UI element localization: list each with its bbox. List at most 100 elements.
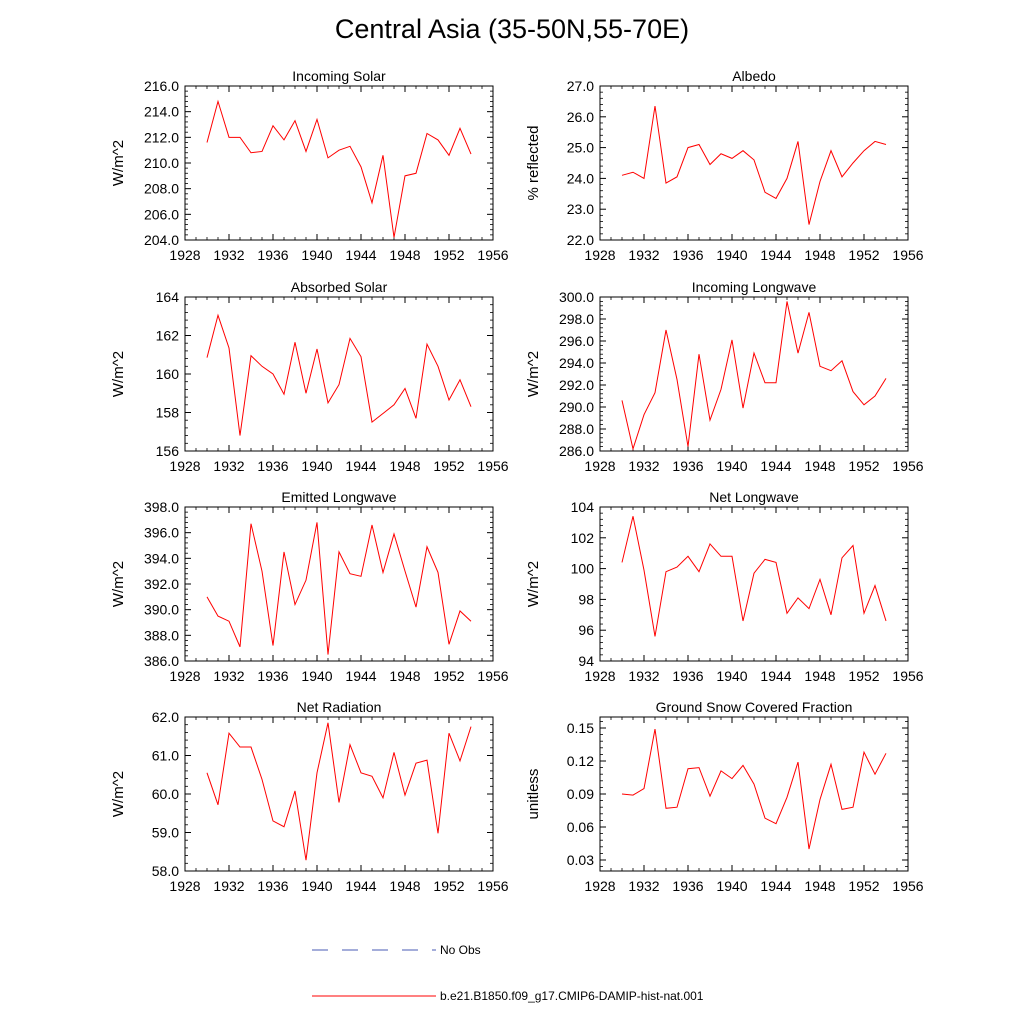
incoming-solar-title: Incoming Solar <box>292 68 386 84</box>
ground-snow-covered-fraction-ylabel: unitless <box>525 769 542 820</box>
emitted-longwave-xtick-label: 1940 <box>301 668 332 684</box>
emitted-longwave-ytick-label: 394.0 <box>144 550 179 566</box>
albedo-xtick-label: 1928 <box>584 247 615 263</box>
absorbed-solar-ytick-label: 156 <box>156 443 180 459</box>
net-longwave-xtick-label: 1952 <box>848 668 879 684</box>
albedo-ytick-label: 23.0 <box>567 201 594 217</box>
incoming-longwave-ytick-label: 294.0 <box>559 355 594 371</box>
incoming-solar-ytick-label: 214.0 <box>144 104 179 120</box>
panel-incoming-longwave: Incoming Longwave W/m^2 1928 1932 1936 1940 19… <box>525 279 924 474</box>
absorbed-solar-frame <box>184 296 494 452</box>
emitted-longwave-frame <box>184 506 494 662</box>
ground-snow-covered-fraction-ytick-label: 0.03 <box>567 852 594 868</box>
legend: No Obs b.e21.B1850.f09_g17.CMIP6-DAMIP-h… <box>312 943 704 1003</box>
absorbed-solar-title: Absorbed Solar <box>291 279 388 295</box>
net-radiation-xtick-label: 1936 <box>257 878 288 894</box>
net-radiation-xtick-label: 1940 <box>301 878 332 894</box>
albedo-xtick-label: 1936 <box>672 247 703 263</box>
net-radiation-xtick-label: 1952 <box>433 878 464 894</box>
panel-absorbed-solar: Absorbed Solar W/m^2 1928 1932 1936 1940 1944 1… <box>110 279 509 474</box>
ground-snow-covered-fraction-xtick-label: 1940 <box>716 878 747 894</box>
emitted-longwave-xtick-label: 1932 <box>213 668 244 684</box>
absorbed-solar-ytick-label: 160 <box>156 366 180 382</box>
incoming-longwave-xtick-label: 1944 <box>760 458 791 474</box>
emitted-longwave-ytick-label: 388.0 <box>144 627 179 643</box>
net-longwave-xtick-label: 1932 <box>628 668 659 684</box>
net-radiation-xtick-label: 1932 <box>213 878 244 894</box>
albedo-ytick-label: 27.0 <box>567 78 594 94</box>
emitted-longwave-ytick-label: 398.0 <box>144 499 179 515</box>
incoming-longwave-xtick-label: 1948 <box>804 458 835 474</box>
incoming-solar-ytick-label: 210.0 <box>144 155 179 171</box>
albedo-title: Albedo <box>732 68 776 84</box>
incoming-solar-xtick-label: 1936 <box>257 247 288 263</box>
ground-snow-covered-fraction-xtick-label: 1956 <box>892 878 923 894</box>
net-longwave-xtick-label: 1948 <box>804 668 835 684</box>
net-longwave-ytick-label: 100 <box>571 561 595 577</box>
albedo-ytick-label: 24.0 <box>567 170 594 186</box>
emitted-longwave-ytick-label: 392.0 <box>144 576 179 592</box>
albedo-ytick-label: 22.0 <box>567 232 594 248</box>
ground-snow-covered-fraction-xtick-label: 1944 <box>760 878 791 894</box>
emitted-longwave-ytick-label: 390.0 <box>144 602 179 618</box>
ground-snow-covered-fraction-ytick-label: 0.15 <box>567 720 594 736</box>
emitted-longwave-xtick-label: 1936 <box>257 668 288 684</box>
incoming-longwave-xtick-label: 1956 <box>892 458 923 474</box>
incoming-solar-ytick-label: 208.0 <box>144 181 179 197</box>
albedo-xtick-label: 1944 <box>760 247 791 263</box>
panel-albedo: Albedo % reflected 1928 1932 1936 1940 1944 194… <box>525 68 924 263</box>
emitted-longwave-title: Emitted Longwave <box>281 489 396 505</box>
ground-snow-covered-fraction-xtick-label: 1952 <box>848 878 879 894</box>
incoming-longwave-frame <box>599 296 909 452</box>
incoming-solar-xtick-label: 1940 <box>301 247 332 263</box>
ground-snow-covered-fraction-xtick-label: 1936 <box>672 878 703 894</box>
emitted-longwave-xtick-label: 1952 <box>433 668 464 684</box>
net-radiation-xtick-label: 1928 <box>169 878 200 894</box>
net-longwave-xtick-label: 1940 <box>716 668 747 684</box>
incoming-solar-ylabel: W/m^2 <box>110 140 127 186</box>
emitted-longwave-xtick-label: 1956 <box>477 668 508 684</box>
albedo-xtick-label: 1952 <box>848 247 879 263</box>
ground-snow-covered-fraction-series-line-0 <box>621 729 887 850</box>
absorbed-solar-ytick-label: 164 <box>156 289 180 305</box>
emitted-longwave-series-line-0 <box>206 522 472 655</box>
panel-net-radiation: Net Radiation W/m^2 1928 1932 1936 1940 1944 19… <box>110 699 509 894</box>
net-radiation-ytick-label: 60.0 <box>152 786 179 802</box>
emitted-longwave-ytick-label: 396.0 <box>144 525 179 541</box>
incoming-longwave-xtick-label: 1940 <box>716 458 747 474</box>
absorbed-solar-series-line-0 <box>206 313 472 436</box>
incoming-solar-ytick-label: 204.0 <box>144 232 179 248</box>
ground-snow-covered-fraction-ytick-label: 0.09 <box>567 786 594 802</box>
panel-emitted-longwave: Emitted Longwave W/m^2 1928 1932 1936 1940 194… <box>110 489 509 684</box>
panels-container: Incoming Solar W/m^2 1928 1932 1936 1940 1944 1… <box>110 68 924 894</box>
net-longwave-xtick-label: 1928 <box>584 668 615 684</box>
incoming-solar-xtick-label: 1948 <box>389 247 420 263</box>
incoming-longwave-ylabel: W/m^2 <box>525 351 542 397</box>
incoming-longwave-title: Incoming Longwave <box>692 279 817 295</box>
legend-label-model: b.e21.B1850.f09_g17.CMIP6-DAMIP-hist-nat… <box>440 989 704 1003</box>
net-radiation-xtick-label: 1948 <box>389 878 420 894</box>
incoming-longwave-ytick-label: 292.0 <box>559 377 594 393</box>
incoming-solar-ytick-label: 216.0 <box>144 78 179 94</box>
emitted-longwave-xtick-label: 1948 <box>389 668 420 684</box>
incoming-solar-ytick-label: 206.0 <box>144 206 179 222</box>
ground-snow-covered-fraction-title: Ground Snow Covered Fraction <box>656 699 853 715</box>
net-longwave-ytick-label: 104 <box>571 499 595 515</box>
net-longwave-xtick-label: 1936 <box>672 668 703 684</box>
net-radiation-frame <box>184 716 494 872</box>
net-longwave-xtick-label: 1944 <box>760 668 791 684</box>
absorbed-solar-xtick-label: 1932 <box>213 458 244 474</box>
ground-snow-covered-fraction-xtick-label: 1928 <box>584 878 615 894</box>
figure-title: Central Asia (35-50N,55-70E) <box>334 14 690 44</box>
emitted-longwave-xtick-label: 1944 <box>345 668 376 684</box>
panel-net-longwave: Net Longwave W/m^2 1928 1932 1936 1940 1944 194… <box>525 489 924 684</box>
incoming-longwave-xtick-label: 1932 <box>628 458 659 474</box>
incoming-longwave-ytick-label: 296.0 <box>559 333 594 349</box>
incoming-longwave-xtick-label: 1952 <box>848 458 879 474</box>
absorbed-solar-xtick-label: 1944 <box>345 458 376 474</box>
net-radiation-ytick-label: 61.0 <box>152 748 179 764</box>
net-longwave-ytick-label: 102 <box>571 530 595 546</box>
net-longwave-xtick-label: 1956 <box>892 668 923 684</box>
net-radiation-ytick-label: 58.0 <box>152 863 179 879</box>
ground-snow-covered-fraction-ytick-label: 0.12 <box>567 753 594 769</box>
